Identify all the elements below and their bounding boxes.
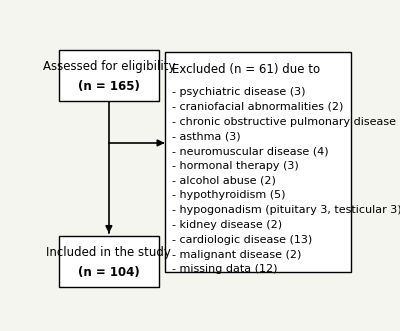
Text: - missing data (12): - missing data (12)	[172, 264, 278, 274]
Text: - hypothyroidism (5): - hypothyroidism (5)	[172, 190, 286, 201]
Text: - neuromuscular disease (4): - neuromuscular disease (4)	[172, 146, 329, 156]
Text: Included in the study: Included in the study	[46, 246, 171, 259]
Text: (n = 104): (n = 104)	[78, 266, 140, 279]
Text: - alcohol abuse (2): - alcohol abuse (2)	[172, 176, 276, 186]
Text: Assessed for eligibility: Assessed for eligibility	[43, 60, 175, 73]
FancyBboxPatch shape	[59, 236, 158, 287]
Text: (n = 165): (n = 165)	[78, 80, 140, 93]
Text: - hypogonadism (pituitary 3, testicular 3): - hypogonadism (pituitary 3, testicular …	[172, 205, 400, 215]
FancyBboxPatch shape	[165, 52, 351, 272]
Text: - malignant disease (2): - malignant disease (2)	[172, 250, 302, 260]
FancyBboxPatch shape	[59, 50, 158, 101]
Text: - craniofacial abnormalities (2): - craniofacial abnormalities (2)	[172, 102, 344, 112]
Text: Excluded (n = 61) due to: Excluded (n = 61) due to	[172, 63, 320, 75]
Text: - asthma (3): - asthma (3)	[172, 131, 241, 141]
Text: - cardiologic disease (13): - cardiologic disease (13)	[172, 235, 313, 245]
Text: - psychiatric disease (3): - psychiatric disease (3)	[172, 87, 306, 97]
Text: - kidney disease (2): - kidney disease (2)	[172, 220, 282, 230]
Text: - chronic obstructive pulmonary disease (4): - chronic obstructive pulmonary disease …	[172, 117, 400, 126]
Text: - hormonal therapy (3): - hormonal therapy (3)	[172, 161, 299, 171]
